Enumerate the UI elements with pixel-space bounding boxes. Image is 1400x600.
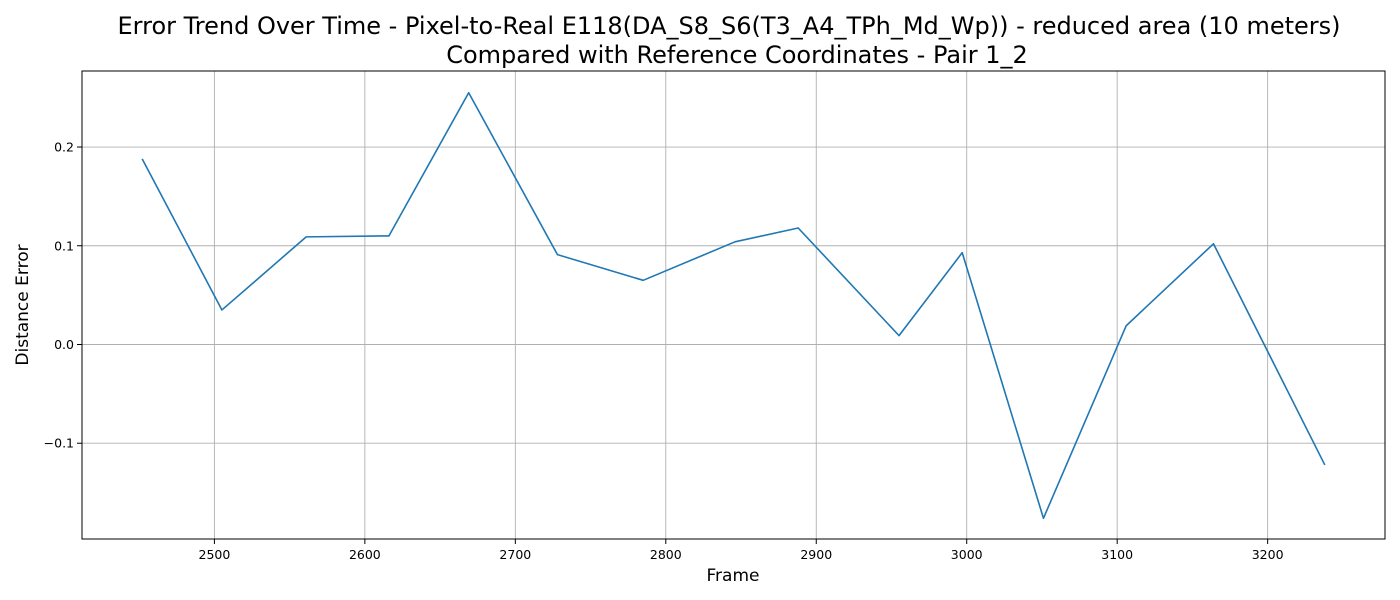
x-axis-ticks: 2500 2600 2700 2800 2900 3000 3100 3200 [199,539,1284,562]
grid-lines [82,71,1385,539]
plot-area [141,91,1326,520]
x-tick-label: 2900 [800,547,832,562]
chart-title: Error Trend Over Time - Pixel-to-Real E1… [118,12,1341,69]
y-tick-label: 0.0 [54,337,74,352]
y-tick-label: 0.1 [54,238,74,253]
y-tick-label: 0.2 [54,140,74,155]
y-axis-ticks: −0.1 0.0 0.1 0.2 [44,140,82,451]
chart-title-line-1: Error Trend Over Time - Pixel-to-Real E1… [118,12,1341,40]
axes-frame [81,70,1386,540]
series-line [141,91,1326,520]
x-tick-label: 3200 [1252,547,1284,562]
y-tick-label: −0.1 [44,436,74,451]
x-tick-label: 2800 [650,547,682,562]
x-tick-label: 2700 [499,547,531,562]
x-axis-label: Frame [707,566,760,586]
x-tick-label: 2600 [349,547,381,562]
x-tick-label: 3000 [951,547,983,562]
chart-title-line-2: Compared with Reference Coordinates - Pa… [446,41,1028,69]
y-axis-label: Distance Error [13,244,33,365]
x-tick-label: 2500 [199,547,231,562]
x-tick-label: 3100 [1101,547,1133,562]
